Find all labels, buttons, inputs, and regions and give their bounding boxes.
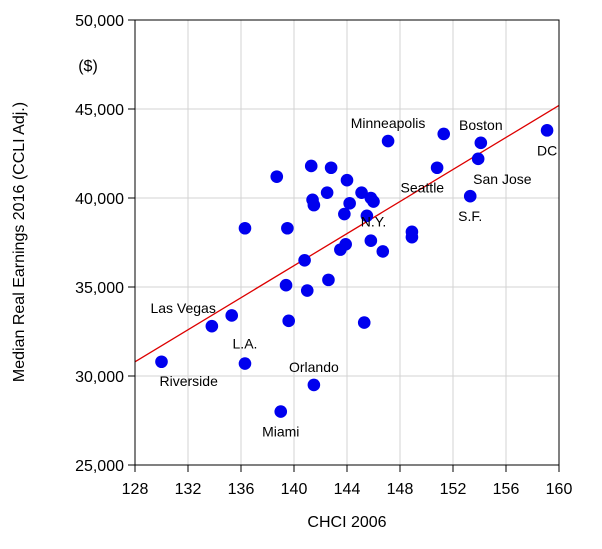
data-point — [364, 234, 378, 248]
x-tick-label: 144 — [334, 481, 361, 498]
x-axis-ticks: 128 132 136 140 144 148 152 156 160 — [122, 465, 573, 498]
point-label: Las Vegas — [150, 300, 215, 316]
data-point — [474, 136, 488, 150]
x-tick-label: 160 — [546, 481, 573, 498]
data-point — [307, 198, 321, 212]
point-label: S.F. — [458, 208, 482, 224]
data-point — [437, 127, 451, 141]
data-point — [281, 221, 294, 235]
x-tick-label: 152 — [440, 481, 467, 498]
point-label: DC — [537, 142, 557, 158]
data-point — [298, 253, 311, 267]
y-axis-ticks: 25,000 30,000 35,000 40,000 45,000 50,000 — [75, 13, 135, 475]
x-tick-label: 136 — [228, 481, 255, 498]
data-point — [463, 189, 477, 203]
data-point — [381, 134, 395, 148]
data-point — [540, 124, 554, 137]
point-label: Orlando — [289, 359, 339, 375]
data-point — [360, 209, 374, 223]
x-tick-label: 148 — [387, 481, 414, 498]
data-point — [225, 309, 239, 322]
data-point — [340, 173, 354, 187]
x-axis-title: CHCI 2006 — [307, 514, 386, 531]
point-label: L.A. — [233, 336, 258, 352]
data-point — [270, 170, 284, 183]
data-point — [343, 197, 356, 210]
data-point — [155, 355, 168, 369]
x-tick-label: 132 — [175, 481, 202, 498]
data-point — [300, 284, 314, 297]
x-tick-label: 156 — [493, 481, 520, 498]
data-point — [376, 245, 390, 258]
data-point — [355, 186, 368, 199]
data-point — [405, 230, 419, 244]
point-annotations: Riverside Las Vegas L.A. Miami Orlando N.Y. Mi… — [150, 115, 557, 440]
y-tick-label: 30,000 — [75, 369, 124, 386]
y-tick-label: 40,000 — [75, 191, 124, 208]
data-point — [307, 378, 321, 392]
point-label: Boston — [459, 117, 503, 133]
point-label: San Jose — [473, 171, 532, 187]
data-point — [322, 273, 335, 287]
point-label: Riverside — [160, 373, 219, 389]
y-tick-label: 50,000 — [75, 13, 124, 30]
x-tick-label: 140 — [281, 481, 308, 498]
point-label: Seattle — [401, 180, 445, 196]
data-point — [205, 319, 219, 333]
data-point — [339, 237, 352, 251]
data-point — [357, 316, 371, 329]
y-tick-label: 35,000 — [75, 280, 124, 297]
y-unit-label: ($) — [78, 58, 98, 75]
data-point — [471, 152, 485, 166]
trend-line-layer — [134, 104, 560, 363]
data-point — [274, 405, 288, 418]
point-label: Miami — [262, 424, 299, 440]
point-label: N.Y. — [361, 214, 386, 230]
data-point — [430, 161, 444, 175]
data-point — [282, 314, 296, 328]
y-tick-label: 45,000 — [75, 102, 124, 119]
data-point — [304, 159, 318, 173]
data-point — [367, 195, 380, 208]
data-point — [238, 357, 252, 370]
data-point — [238, 221, 252, 235]
data-points — [155, 124, 554, 418]
y-axis-title: Median Real Earnings 2016 (CCLI Adj.) — [11, 102, 28, 382]
trend-line — [134, 104, 560, 363]
data-point — [320, 186, 334, 199]
data-point — [338, 207, 351, 221]
point-label: Minneapolis — [351, 115, 426, 131]
x-tick-label: 128 — [122, 481, 149, 498]
data-point — [324, 161, 338, 175]
data-point — [279, 278, 293, 292]
y-tick-label: 25,000 — [75, 458, 124, 475]
